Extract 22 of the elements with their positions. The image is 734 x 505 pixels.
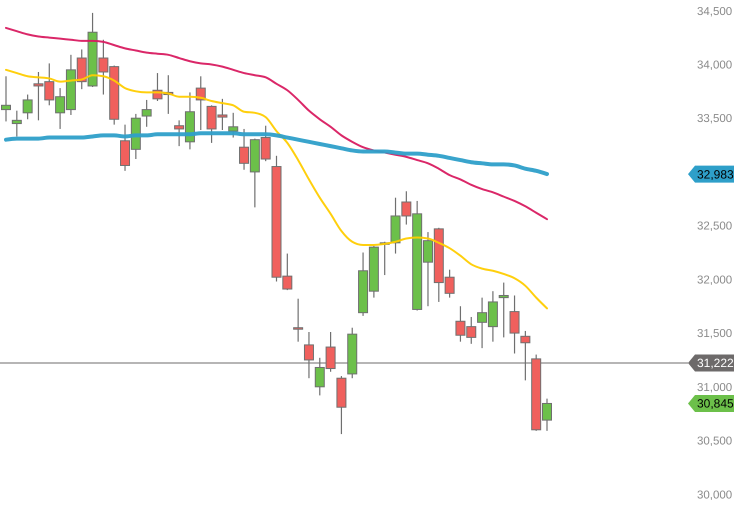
y-tick-label: 31,000: [697, 382, 732, 394]
candlestick: [22, 94, 33, 120]
line-series: [5, 26, 548, 220]
candlestick: [293, 298, 304, 342]
line-series: [5, 68, 548, 310]
candlestick: [142, 99, 152, 128]
y-tick-label: 34,500: [697, 6, 732, 18]
y-tick-label: 34,000: [697, 59, 732, 72]
candlestick: [12, 110, 22, 138]
text: 32,983: [697, 167, 734, 182]
y-tick-label: 30,500: [697, 436, 732, 448]
y-tick-label: 31,500: [697, 328, 732, 340]
candlestick: [510, 294, 520, 354]
line-series: [4, 131, 549, 176]
y-tick-label: 32,000: [697, 274, 732, 286]
y-tick-label: 32,500: [697, 220, 732, 233]
y-tick-label: 33,500: [697, 113, 732, 126]
candlestick: [498, 282, 509, 338]
ref-line-label: 31,222: [697, 356, 734, 370]
text: 30,845: [697, 396, 734, 411]
y-tick-label: 30,000: [697, 489, 732, 502]
candlestick: [1, 76, 11, 122]
